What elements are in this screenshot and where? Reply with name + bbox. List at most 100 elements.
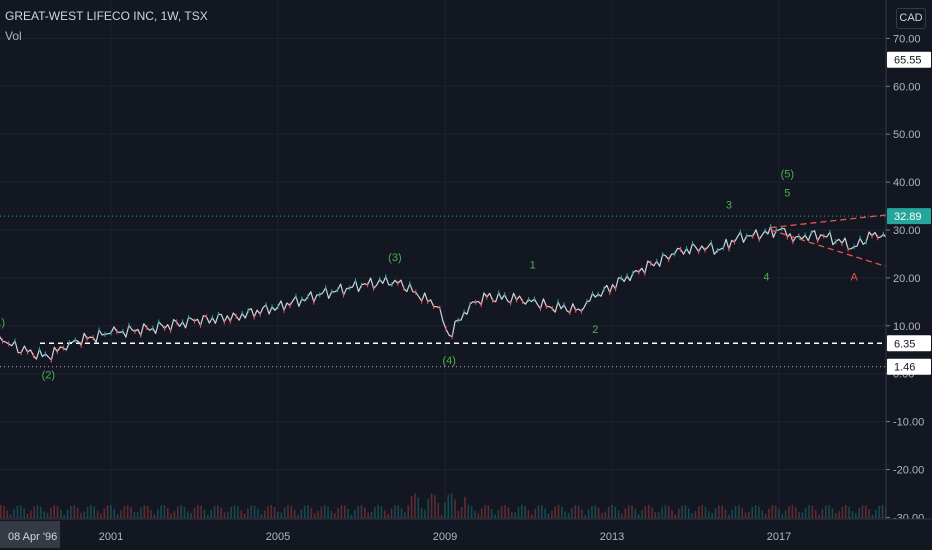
volume-bar <box>270 505 273 518</box>
volume-bar <box>374 507 376 518</box>
volume-bar <box>531 514 533 518</box>
volume-bar <box>364 507 366 518</box>
volume-bar <box>858 508 860 518</box>
volume-bar <box>90 505 92 518</box>
volume-bar <box>844 505 847 518</box>
volume-bar <box>597 507 600 518</box>
volume-bar <box>674 514 677 518</box>
volume-bar <box>123 506 126 518</box>
volume-bar <box>106 505 109 518</box>
volume-bar <box>764 513 767 518</box>
volume-bar <box>140 507 142 518</box>
volume-bar <box>3 506 5 518</box>
volume-bar <box>313 513 316 518</box>
volume-bar <box>280 512 283 518</box>
volume-bar <box>40 506 42 518</box>
start-date-label: 08 Apr '96 <box>8 531 57 543</box>
volume-bar <box>814 509 817 518</box>
volume-bar <box>611 505 613 518</box>
time-axis-bg <box>0 519 932 550</box>
volume-bar <box>557 505 560 518</box>
volume-bar <box>574 505 577 518</box>
volume-bar <box>698 506 700 518</box>
volume-bar <box>811 505 814 518</box>
volume-bar <box>9 514 12 518</box>
volume-bar <box>851 511 854 518</box>
volume-bar <box>267 506 269 518</box>
volume-bar <box>841 506 844 518</box>
volume-bar <box>544 508 546 518</box>
volume-bar <box>130 507 132 518</box>
volume-bar <box>564 511 567 518</box>
volume-bar <box>647 505 650 518</box>
price-tag-label: 6.35 <box>894 338 915 350</box>
volume-bar <box>657 512 660 518</box>
volume-bar <box>243 513 246 518</box>
volume-bar <box>136 512 139 518</box>
volume-bar <box>46 512 49 518</box>
volume-bar <box>667 506 670 518</box>
volume-bar <box>197 505 199 518</box>
volume-bar <box>581 509 583 518</box>
volume-bar <box>410 495 413 518</box>
volume-bar <box>748 511 750 518</box>
volume-bar <box>390 508 393 518</box>
volume-bar <box>273 507 276 518</box>
volume-bar <box>691 513 693 518</box>
volume-bar <box>56 505 59 518</box>
volume-bar <box>384 510 386 518</box>
volume-bar <box>484 505 486 518</box>
volume-bar <box>788 506 790 518</box>
currency-button[interactable]: CAD <box>896 8 926 29</box>
volume-bar <box>277 511 279 518</box>
volume-bar <box>400 508 403 518</box>
volume-bar <box>551 510 553 518</box>
volume-bar <box>233 505 236 518</box>
volume-bar <box>828 505 830 518</box>
volume-bar <box>323 505 326 518</box>
price-tag-label: 32.89 <box>894 211 922 223</box>
volume-bar <box>120 510 122 518</box>
volume-bar <box>738 505 740 518</box>
volume-bar <box>66 509 69 518</box>
wave-label: 3 <box>726 199 732 211</box>
volume-bar <box>394 505 396 518</box>
trend-line <box>770 229 932 282</box>
volume-bar <box>210 509 212 518</box>
volume-bar <box>637 514 640 518</box>
volume-bar <box>437 503 440 518</box>
volume-bar <box>260 513 263 518</box>
volume-bar <box>230 507 233 518</box>
volume-bar <box>460 506 463 518</box>
volume-bar <box>257 508 259 518</box>
volume-bar <box>163 505 166 518</box>
volume-bar <box>577 505 580 518</box>
price-axis[interactable]: 70.0060.0050.0040.0030.0020.0010.000.00-… <box>885 0 932 524</box>
price-levels <box>0 58 932 368</box>
x-tick-label: 2013 <box>600 531 624 543</box>
y-tick-label: 60.00 <box>893 81 921 93</box>
volume-bar <box>601 512 603 518</box>
volume-bar <box>237 506 239 518</box>
price-tag <box>887 358 931 375</box>
volume-bar <box>183 506 186 518</box>
volume-bar <box>554 506 556 518</box>
volume-bar <box>490 508 493 518</box>
volume-bar <box>297 514 299 518</box>
volume-bar <box>300 509 303 518</box>
volume-bar <box>357 505 359 518</box>
volume-bar <box>537 505 540 518</box>
volume-bar <box>774 505 777 518</box>
volume-bar <box>173 510 176 518</box>
wave-label: (4) <box>442 355 455 367</box>
volume-bar <box>651 507 653 518</box>
volume-bar <box>427 498 430 518</box>
volume-bar <box>794 507 797 518</box>
volume-bar <box>741 507 744 518</box>
volume-bar <box>621 513 623 518</box>
volume-bar <box>701 505 703 518</box>
volume-bar <box>634 508 637 518</box>
time-axis[interactable]: 2001200520092013201720212025202908 Apr '… <box>0 518 932 550</box>
volume-bar <box>808 505 810 518</box>
